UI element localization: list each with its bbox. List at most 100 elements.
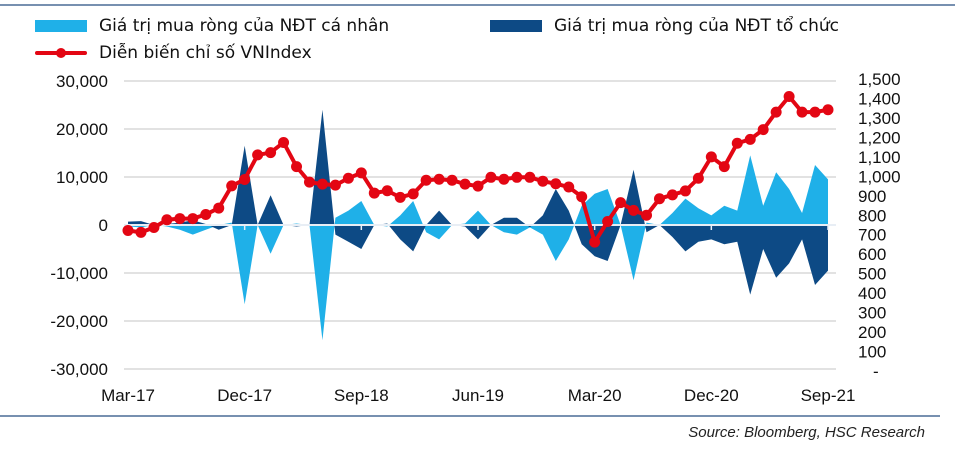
right-tick-label: 1,100 [858,148,901,167]
vnindex-point [187,213,199,225]
vnindex-point [809,106,821,118]
left-tick-label: 0 [99,216,108,235]
left-tick-label: 10,000 [56,168,108,187]
right-tick-label: 900 [858,187,886,206]
vnindex-point [368,187,380,199]
right-tick-label: 1,200 [858,128,901,147]
left-tick-label: 30,000 [56,72,108,91]
vnindex-point [550,178,562,190]
right-tick-label: 500 [858,265,886,284]
vnindex-point [420,174,432,186]
vnindex-point [316,178,328,190]
vnindex-point [731,137,743,149]
right-tick-label: 600 [858,245,886,264]
legend-individual: Giá trị mua ròng của NĐT cá nhân [35,16,389,36]
right-tick-label: 1,300 [858,109,901,128]
tick-labels: -30,000 -20,000 -10,000 0 10,000 20,000 30,000… [50,70,900,405]
vnindex-point [472,180,484,192]
vnindex-point [329,179,341,191]
right-tick-label: 1,500 [858,70,901,89]
vnindex-point [563,181,575,193]
vnindex-point [679,185,691,197]
vnindex-point [770,106,782,118]
vnindex-point [239,173,251,185]
vnindex-point [265,147,277,159]
legend-label: Giá trị mua ròng của NĐT tổ chức [554,16,839,36]
right-tick-label: 200 [858,323,886,342]
vnindex-point [355,167,367,179]
x-tick-label: Sep-18 [334,386,389,405]
vnindex-point [537,175,549,187]
vnindex-point [692,172,704,184]
vnindex-point [666,189,678,201]
x-tick-label: Dec-20 [684,386,739,405]
vnindex-point [252,149,264,161]
vnindex-point [122,224,134,236]
vnindex-point [498,173,510,185]
vnindex-point [303,176,315,188]
right-tick-label: 300 [858,304,886,323]
individual-net-buy-area [128,155,828,341]
right-tick-label: 700 [858,226,886,245]
vnindex-point [589,236,601,248]
right-tick-label: 100 [858,343,886,362]
vnindex-point [446,174,458,186]
vnindex-point [511,171,523,183]
institutional-net-buy-area [128,109,828,295]
legend-swatch-red-line [35,47,87,59]
area-series [128,109,828,341]
vnindex-point [161,214,173,226]
vnindex-point [200,208,212,220]
x-tick-label: Dec-17 [217,386,272,405]
vnindex-point [602,215,614,227]
legend-label: Diễn biến chỉ số VNIndex [99,43,312,63]
vnindex-point [459,178,471,190]
source-note: Source: Bloomberg, HSC Research [688,424,925,441]
left-tick-label: 20,000 [56,120,108,139]
left-tick-label: -30,000 [50,360,108,379]
vnindex-point [718,161,730,173]
x-tick-label: Mar-17 [101,386,155,405]
vnindex-point [641,209,653,221]
vnindex-point [822,104,834,116]
vnindex-line-series [122,91,834,248]
vnindex-point [342,172,354,184]
vnindex-point [705,151,717,163]
vnindex-point [407,188,419,200]
left-tick-label: -20,000 [50,312,108,331]
vnindex-point [433,173,445,185]
vnindex-point [744,133,756,145]
legend-label: Giá trị mua ròng của NĐT cá nhân [99,16,390,36]
vnindex-point [213,202,225,214]
legend-institutional: Giá trị mua ròng của NĐT tổ chức [490,16,839,36]
vnindex-point [135,226,147,238]
right-tick-label: 400 [858,284,886,303]
right-tick-label: 800 [858,206,886,225]
x-tick-label: Sep-21 [801,386,856,405]
vnindex-point [576,191,588,203]
vnindex-point [653,193,665,205]
vnindex-point [524,171,536,183]
vnindex-point [796,106,808,118]
vnindex-point [783,91,795,103]
legend-swatch-light-blue [35,20,87,32]
vnindex-point [291,161,303,173]
left-tick-label: -10,000 [50,264,108,283]
x-tick-label: Jun-19 [452,386,504,405]
vnindex-point [615,197,627,209]
vnindex-point [148,222,160,234]
legend-vnindex: Diễn biến chỉ số VNIndex [35,43,312,63]
vnindex-point [394,191,406,203]
vnindex-point [628,204,640,216]
vnindex-point [757,124,769,136]
vnindex-point [485,171,497,183]
x-tick-label: Mar-20 [568,386,622,405]
right-tick-label: - [873,362,879,381]
vnindex-point [381,185,393,197]
vnindex-point [278,136,290,148]
right-tick-label: 1,000 [858,167,901,186]
vnindex-point [226,180,238,192]
right-tick-label: 1,400 [858,89,901,108]
vnindex-point [174,213,186,225]
